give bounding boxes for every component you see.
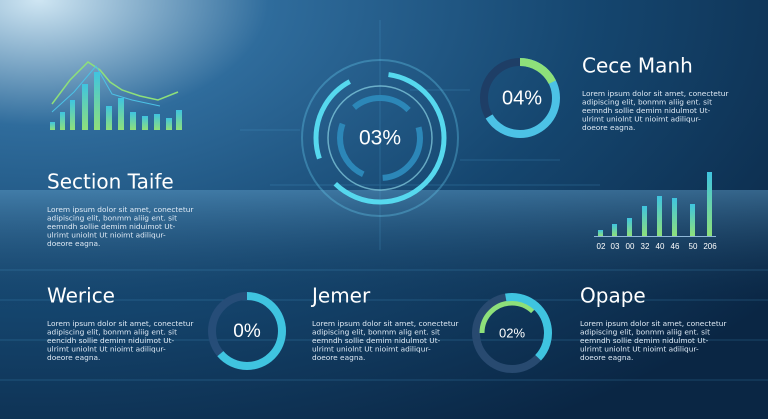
bar-chart xyxy=(594,172,716,237)
section-body: adipiscing elit, bonmm alig ent. sit xyxy=(312,328,440,337)
section-body: ulrimt uniolnt Ut nioimt adiliqur- xyxy=(47,231,166,240)
bar-label: 03 xyxy=(611,242,620,251)
section-body: Lorem ipsum dolor sit amet, conectetur xyxy=(47,319,194,328)
section-body: ulrimt uniolnt Ut nioimt adiliqur- xyxy=(580,345,699,354)
section-body: doeore eagna. xyxy=(47,239,100,248)
section-body: Lorem ipsum dolor sit amet, conectetur xyxy=(47,205,194,214)
section-body: doeore eagna. xyxy=(580,353,633,362)
bar-label: 32 xyxy=(641,242,650,251)
section-body: Lorem ipsum dolor sit amet, conectetur xyxy=(582,89,729,98)
bar-label: 00 xyxy=(626,242,635,251)
section-title: Cece Manh xyxy=(582,54,693,78)
section-body: eemndh sollie demim nidulmot Ut- xyxy=(580,336,709,345)
section-body: eemndh sollie demim nidulmot Ut- xyxy=(312,336,441,345)
section-body: ulrimt uniolnt Ut nioimt adiliqur- xyxy=(47,345,166,354)
section-title: Opape xyxy=(580,284,646,308)
bar-label: 40 xyxy=(656,242,665,251)
gauge-value: 0% xyxy=(233,321,261,342)
hero-dial xyxy=(301,59,459,217)
section-body: doeore eagna. xyxy=(312,353,365,362)
section-body: ulrimt uniolnt Ut nioimt adiliqur- xyxy=(312,345,431,354)
hero-value: 03% xyxy=(359,127,401,150)
section-title: Section Taife xyxy=(47,170,174,194)
section-body: adipiscing elit, bonmm aliig ent. sit xyxy=(582,98,712,107)
section-title: Jemer xyxy=(310,284,371,308)
section-body: adipiscing elit, bonmm aliig ent. sit xyxy=(47,214,177,223)
gauges xyxy=(208,58,560,373)
bar-label: 206 xyxy=(703,242,717,251)
section-body: Lorem ipsum dolor sit amet, conectetur xyxy=(312,319,459,328)
bar-label: 02 xyxy=(597,242,606,251)
sparkline-chart xyxy=(50,61,182,130)
section-body: eemndh sollie demim niduimot Ut- xyxy=(47,222,176,231)
section-body: eencidh sollie demim niduimot Ut- xyxy=(47,336,175,345)
section-body: ulrimt uniolnt Ut nioimt adiliqur- xyxy=(582,115,701,124)
section-body: doeore eagna. xyxy=(47,353,100,362)
section-body: adipiscing elit, bonmm aliig ent. sit xyxy=(47,328,177,337)
section-body: adipiscing elit, bonmm aliig ent. sit xyxy=(580,328,710,337)
gauge-value: 04% xyxy=(502,87,542,109)
section-body: eemndh sollie demim nidulmot Ut- xyxy=(582,106,711,115)
section-body: doeore eagna. xyxy=(582,123,635,132)
bar-label: 46 xyxy=(671,242,680,251)
section-body: Lorem ipsum dolor sit amet, conectetur xyxy=(580,319,727,328)
bar-label: 50 xyxy=(689,242,698,251)
gauge-value: 02% xyxy=(499,325,525,340)
horizon-glow xyxy=(0,190,768,310)
circuit-lines xyxy=(0,20,768,381)
section-title: Werice xyxy=(47,284,115,308)
